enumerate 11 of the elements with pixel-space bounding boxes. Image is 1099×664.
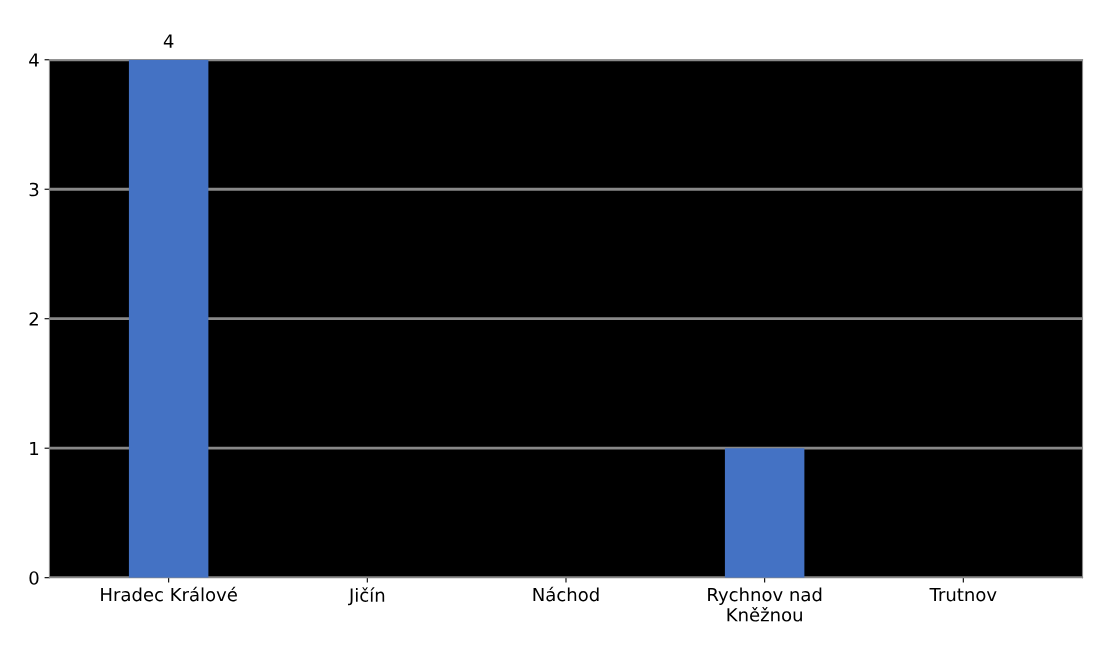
x-tick-label: Jičín: [348, 587, 385, 606]
data-label: 4: [163, 34, 174, 48]
x-tick-label: Náchod: [533, 586, 599, 602]
y-tick-label: 0: [29, 571, 39, 585]
y-tick-label: 4: [29, 53, 39, 67]
x-tick-label: Hradec Králové: [101, 586, 237, 602]
y-tick-label: 3: [29, 182, 39, 197]
x-tick-label: Trutnov: [929, 587, 997, 602]
x-tick-label: Rychnov nad Kněžnou: [708, 587, 822, 622]
y-tick-label: 2: [29, 312, 38, 326]
y-tick-label: 1: [30, 441, 39, 456]
